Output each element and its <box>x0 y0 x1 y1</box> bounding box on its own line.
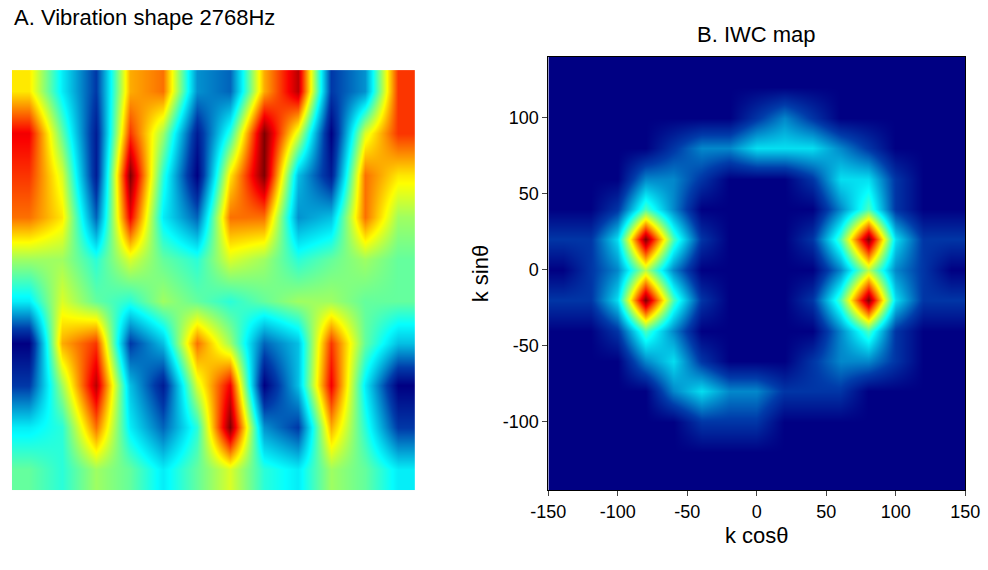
svg-text:k cosθ: k cosθ <box>725 523 789 548</box>
svg-text:100: 100 <box>881 502 911 522</box>
svg-text:0: 0 <box>529 260 539 280</box>
svg-text:-100: -100 <box>600 502 636 522</box>
svg-text:B. IWC map: B. IWC map <box>697 22 816 47</box>
svg-text:-50: -50 <box>513 336 539 356</box>
svg-text:-50: -50 <box>674 502 700 522</box>
svg-text:k sinθ: k sinθ <box>468 245 493 302</box>
svg-text:-100: -100 <box>503 412 539 432</box>
svg-text:50: 50 <box>816 502 836 522</box>
svg-text:150: 150 <box>950 502 980 522</box>
svg-text:-150: -150 <box>530 502 566 522</box>
svg-text:100: 100 <box>509 108 539 128</box>
svg-text:A. Vibration shape 2768Hz: A. Vibration shape 2768Hz <box>14 5 275 30</box>
svg-text:50: 50 <box>519 184 539 204</box>
svg-text:0: 0 <box>752 502 762 522</box>
